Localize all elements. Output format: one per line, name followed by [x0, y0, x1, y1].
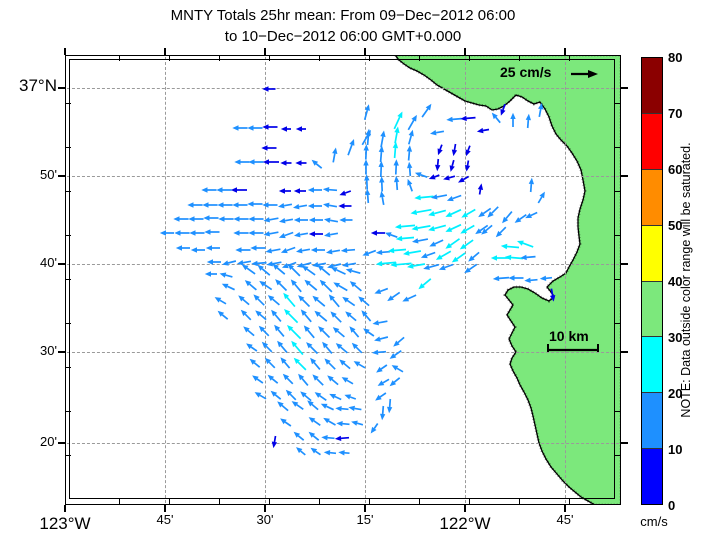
lon-axis-label: 123°W: [39, 514, 91, 533]
colorbar-tick-label: 60: [668, 162, 683, 177]
colorbar-tick-label: 40: [668, 274, 683, 289]
lat-tick: [58, 175, 65, 177]
lon-tick: [264, 505, 266, 512]
lon-tick: [564, 505, 566, 512]
parallel-gridline: [67, 443, 619, 444]
lat-tick: [621, 351, 628, 353]
figure-title-line2: to 10−Dec−2012 06:00 GMT+0.000: [224, 28, 462, 45]
parallel-gridline: [67, 264, 619, 265]
meridian-gridline: [365, 57, 366, 503]
lat-axis-label: 50': [40, 167, 57, 182]
colorbar-note-text: NOTE: Data outside color range will be s…: [679, 142, 693, 418]
colorbar-segment: [642, 392, 662, 449]
lon-tick: [364, 48, 366, 55]
lon-tick: [64, 48, 66, 55]
parallel-gridline: [67, 352, 619, 353]
lat-tick: [621, 442, 628, 444]
lat-tick: [621, 263, 628, 265]
colorbar-note: NOTE: Data outside color range will be s…: [676, 55, 696, 505]
figure-title-line1: MNTY Totals 25hr mean: From 09−Dec−2012 …: [170, 7, 516, 24]
lon-tick: [64, 505, 66, 512]
colorbar-segment: [642, 112, 662, 169]
lon-tick: [164, 48, 166, 55]
lat-tick: [58, 442, 65, 444]
meridian-gridline: [565, 57, 566, 503]
colorbar-segment: [642, 280, 662, 337]
lat-axis-label: 40': [40, 255, 57, 270]
colorbar: [641, 57, 663, 505]
lat-axis-label: 37°N: [19, 76, 57, 95]
lon-tick: [164, 505, 166, 512]
lat-tick: [58, 263, 65, 265]
lon-axis-label: 122°W: [439, 514, 491, 533]
meridian-gridline: [465, 57, 466, 503]
colorbar-tick-label: 50: [668, 218, 683, 233]
lon-tick: [264, 48, 266, 55]
reference-arrow-label: 25 cm/s: [500, 64, 552, 80]
land-polygon: [394, 56, 620, 504]
colorbar-tick-label: 70: [668, 106, 683, 121]
colorbar-segment: [642, 448, 662, 504]
colorbar-tick-label: 80: [668, 50, 683, 65]
lat-tick: [58, 351, 65, 353]
lat-tick: [58, 87, 65, 89]
lon-axis-label: 30': [256, 512, 274, 527]
parallel-gridline: [67, 176, 619, 177]
lat-tick: [621, 175, 628, 177]
meridian-gridline: [265, 57, 266, 503]
colorbar-tick-label: 10: [668, 442, 683, 457]
colorbar-tick-label: 20: [668, 386, 683, 401]
colorbar-segment: [642, 168, 662, 225]
colorbar-unit: cm/s: [640, 514, 668, 529]
lon-tick: [464, 48, 466, 55]
colorbar-segment: [642, 336, 662, 393]
lon-tick: [464, 505, 466, 512]
lat-axis-label: 20': [40, 434, 57, 449]
lon-axis-label: 45': [556, 512, 574, 527]
colorbar-tick-label: 30: [668, 330, 683, 345]
lon-axis-label: 15': [356, 512, 374, 527]
lat-tick: [621, 87, 628, 89]
colorbar-tick-label: 0: [668, 498, 676, 513]
parallel-gridline: [67, 88, 619, 89]
lat-axis-label: 30': [40, 343, 57, 358]
scale-bar-label: 10 km: [549, 328, 589, 344]
colorbar-segment: [642, 58, 662, 113]
meridian-gridline: [165, 57, 166, 503]
lon-tick: [564, 48, 566, 55]
lon-axis-label: 45': [156, 512, 174, 527]
colorbar-segment: [642, 224, 662, 281]
coast-stipple: [393, 56, 620, 504]
lon-tick: [364, 505, 366, 512]
